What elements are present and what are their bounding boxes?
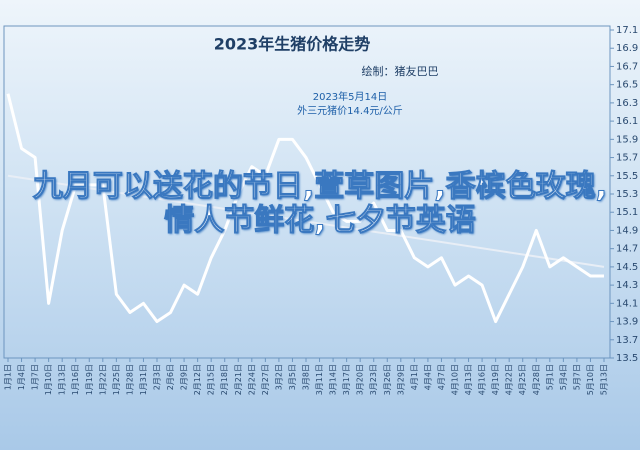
chart-subtitle: 绘制：猪友巴巴 — [362, 64, 439, 78]
chart-title: 2023年生猪价格走势 — [214, 35, 371, 54]
annotation: 2023年5月14日 — [313, 90, 388, 103]
x-tick-label: 3月2日 — [274, 364, 283, 390]
y-tick-label: 14.3 — [616, 280, 638, 291]
x-tick-label: 4月22日 — [505, 364, 514, 395]
x-tick-label: 1月7日 — [31, 364, 40, 390]
y-tick-label: 14.5 — [616, 262, 638, 273]
x-tick-label: 3月8日 — [302, 364, 311, 390]
x-tick-label: 5月13日 — [600, 364, 609, 395]
x-tick-label: 2月18日 — [220, 364, 229, 395]
x-tick-label: 2月6日 — [166, 364, 175, 390]
price-line — [6, 93, 604, 324]
x-tick-label: 2月3日 — [153, 364, 162, 390]
y-tick-label: 15.3 — [616, 189, 638, 200]
x-tick-label: 2月12日 — [193, 364, 202, 395]
y-tick-label: 14.1 — [616, 298, 638, 309]
x-tick-label: 4月10日 — [451, 364, 460, 395]
x-tick-label: 1月31日 — [139, 364, 148, 395]
x-tick-label: 5月10日 — [586, 364, 595, 395]
overlay-text: 九月可以送花的节日,萱草图片,香槟色玫瑰,情人节鲜花,七夕节英语 — [32, 169, 608, 238]
x-tick-label: 3月29日 — [396, 364, 405, 395]
x-tick-label: 1月19日 — [85, 364, 94, 395]
x-tick-label: 4月25日 — [518, 364, 527, 395]
y-tick-label: 16.1 — [616, 116, 638, 127]
y-tick-label: 16.3 — [616, 98, 638, 109]
x-tick-label: 1月25日 — [112, 364, 121, 395]
y-tick-label: 13.9 — [616, 317, 638, 328]
x-tick-label: 4月28日 — [532, 364, 541, 395]
x-tick-label: 2月15日 — [207, 364, 216, 395]
x-tick-label: 3月11日 — [315, 364, 324, 395]
x-tick-label: 3月26日 — [383, 364, 392, 395]
y-tick-label: 13.7 — [616, 335, 638, 346]
y-tick-label: 16.5 — [616, 80, 638, 91]
plot-frame — [3, 25, 611, 359]
annotation: 外三元猪价14.4元/公斤 — [297, 105, 403, 117]
x-tick-label: 3月14日 — [329, 364, 338, 395]
x-tick-label: 2月24日 — [247, 364, 256, 395]
x-tick-label: 5月4日 — [559, 364, 568, 390]
x-tick-label: 5月1日 — [545, 364, 554, 390]
y-tick-label: 16.7 — [616, 61, 638, 72]
y-tick-label: 13.5 — [616, 353, 638, 364]
trendline — [7, 174, 605, 268]
x-tick-label: 2月21日 — [234, 364, 243, 395]
y-tick-label: 15.1 — [616, 207, 638, 218]
x-tick-label: 3月20日 — [356, 364, 365, 395]
x-tick-label: 4月4日 — [423, 364, 432, 390]
x-tick-label: 4月16日 — [478, 364, 487, 395]
x-tick-label: 4月19日 — [491, 364, 500, 395]
y-tick-label: 16.9 — [616, 43, 638, 54]
x-tick-label: 5月7日 — [572, 364, 581, 390]
y-tick-label: 15.5 — [616, 171, 638, 182]
x-tick-label: 3月17日 — [342, 364, 351, 395]
x-tick-label: 2月27日 — [261, 364, 270, 395]
y-tick-label: 14.7 — [616, 244, 638, 255]
x-tick-label: 4月1日 — [410, 364, 419, 390]
x-tick-label: 4月7日 — [437, 364, 446, 390]
y-tick-label: 17.1 — [616, 25, 638, 36]
y-tick-label: 14.9 — [616, 225, 638, 236]
y-tick-label: 15.7 — [616, 153, 638, 164]
x-tick-label: 1月1日 — [4, 364, 13, 390]
x-tick-label: 3月23日 — [369, 364, 378, 395]
x-tick-label: 1月28日 — [125, 364, 134, 395]
x-tick-label: 1月10日 — [44, 364, 53, 395]
x-tick-label: 1月13日 — [58, 364, 67, 395]
x-tick-label: 1月22日 — [98, 364, 107, 395]
x-tick-label: 3月5日 — [288, 364, 297, 390]
y-tick-label: 15.9 — [616, 134, 638, 145]
x-tick-label: 1月4日 — [17, 364, 26, 390]
x-tick-label: 2月9日 — [180, 364, 189, 390]
x-tick-label: 4月13日 — [464, 364, 473, 395]
x-tick-label: 1月16日 — [71, 364, 80, 395]
